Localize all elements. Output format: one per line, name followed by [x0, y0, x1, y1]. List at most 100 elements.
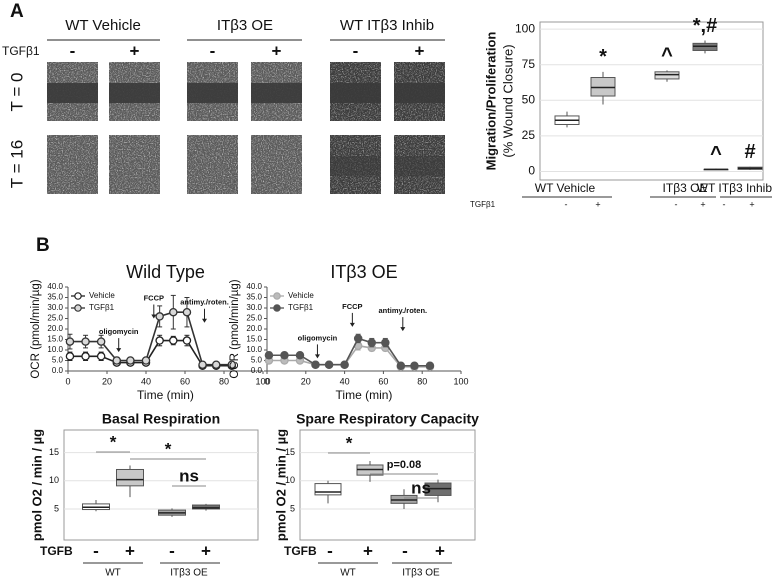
x-tick-label: 20 [102, 376, 112, 386]
treatment-sign: - [402, 541, 408, 560]
y-axis-label: OCR (pmol/min/µg) [229, 279, 241, 378]
y-axis-label: pmol O2 / min / µg [29, 429, 44, 541]
wound-gap [394, 83, 445, 103]
y-tick-label: 10 [49, 475, 59, 485]
x-tick-label: 40 [141, 376, 151, 386]
y-tick-label: 0.0 [251, 366, 263, 375]
x-tick-label: 60 [378, 376, 388, 386]
y-tick-label: 75 [522, 57, 536, 71]
micrograph-texture [251, 135, 302, 194]
arrow-head [349, 322, 355, 327]
group-label: ITβ3 OE [402, 568, 440, 579]
chart-title: Wild Type [126, 262, 205, 282]
y-tick-label: 15.0 [47, 335, 63, 344]
plot-frame [63, 429, 259, 541]
significance: * [110, 432, 117, 451]
micrograph-texture [187, 135, 238, 194]
group-label: WT ITβ3 Inhib [697, 181, 773, 195]
y-tick-label: 20.0 [47, 324, 63, 333]
legend-marker [74, 292, 82, 300]
significance: # [744, 141, 755, 163]
significance: ^ [661, 45, 673, 67]
arrow-head [314, 354, 320, 359]
marker [264, 350, 274, 360]
x-tick-label: 60 [180, 376, 190, 386]
y-tick-label: 30.0 [246, 303, 262, 312]
y-tick-label: 100 [515, 21, 535, 35]
y-tick-label: 40.0 [47, 282, 63, 291]
significance: *,# [693, 15, 717, 37]
treatment-label: TGFB [40, 544, 73, 558]
wound-gap [330, 83, 381, 103]
marker [381, 338, 390, 347]
timepoint-label: T = 0 [7, 73, 26, 112]
treatment-sign: + [125, 541, 135, 560]
marker [324, 360, 334, 369]
x-tick-label: 100 [255, 376, 270, 386]
marker [155, 312, 164, 321]
y-tick-label: 15.0 [246, 335, 262, 344]
significance: ns [411, 478, 431, 497]
wound-gap [330, 156, 381, 176]
treatment-label: TGFβ1 [2, 44, 40, 58]
legend-marker [273, 292, 281, 300]
arrow-head [116, 348, 122, 353]
micrograph-texture [47, 135, 98, 194]
y-tick-label: 35.0 [246, 293, 262, 302]
marker [65, 337, 75, 346]
y-tick-label: 40.0 [246, 282, 262, 291]
y-tick-label: 30.0 [47, 303, 63, 312]
treatment-sign: + [435, 541, 445, 560]
x-tick-label: 80 [417, 376, 427, 386]
treatment-sign: - [169, 541, 175, 560]
marker [280, 350, 289, 360]
annotation: antimy./roten. [180, 298, 229, 307]
treatment-sign: - [93, 541, 99, 560]
marker [396, 361, 406, 370]
marker [295, 350, 305, 360]
marker [65, 352, 75, 361]
y-tick-label: 25 [522, 128, 536, 142]
group-label: WT [340, 568, 356, 579]
treatment-sign: - [70, 41, 76, 60]
panel-label: A [10, 1, 24, 22]
treatment-sign: + [595, 199, 600, 209]
treatment-sign: + [363, 541, 373, 560]
x-tick-label: 20 [301, 376, 311, 386]
y-axis-label: OCR (pmol/min/µg) [30, 279, 42, 378]
marker [155, 336, 164, 345]
marker [410, 361, 419, 370]
annotation: antimy./roten. [378, 306, 427, 315]
annotation: oligomycin [298, 333, 338, 342]
y-tick-label: 10.0 [246, 345, 262, 354]
legend-label: Vehicle [288, 291, 314, 300]
treatment-sign: - [675, 199, 678, 209]
y-axis-label: pmol O2 / min / µg [273, 429, 288, 541]
arrow-head [151, 314, 157, 319]
group-label: ITβ3 OE [663, 181, 708, 195]
box [116, 468, 144, 487]
chart-title: ITβ3 OE [330, 262, 397, 282]
y-tick-label: 10.0 [47, 345, 63, 354]
treatment-sign: + [700, 199, 705, 209]
group-label: WT Vehicle [65, 17, 141, 34]
box [192, 504, 220, 510]
y-tick-label: 5.0 [251, 356, 263, 365]
marker [182, 307, 192, 317]
arrow-head [202, 318, 207, 323]
marker [141, 356, 151, 365]
annotation: FCCP [144, 293, 164, 302]
y-tick-label: 15 [49, 447, 59, 457]
marker [425, 361, 435, 370]
significance: * [165, 439, 172, 458]
legend-marker [273, 304, 281, 312]
y-tick-label: 0 [528, 164, 535, 178]
group-label: ITβ3 OE [170, 568, 208, 579]
wound-gap [109, 83, 160, 103]
y-tick-label: 5.0 [52, 356, 64, 365]
micrograph-texture [109, 135, 160, 194]
legend-label: TGFβ1 [89, 303, 115, 312]
y-tick-label: 0.0 [52, 366, 64, 375]
marker [96, 337, 106, 346]
y-tick-label: 50 [522, 92, 536, 106]
